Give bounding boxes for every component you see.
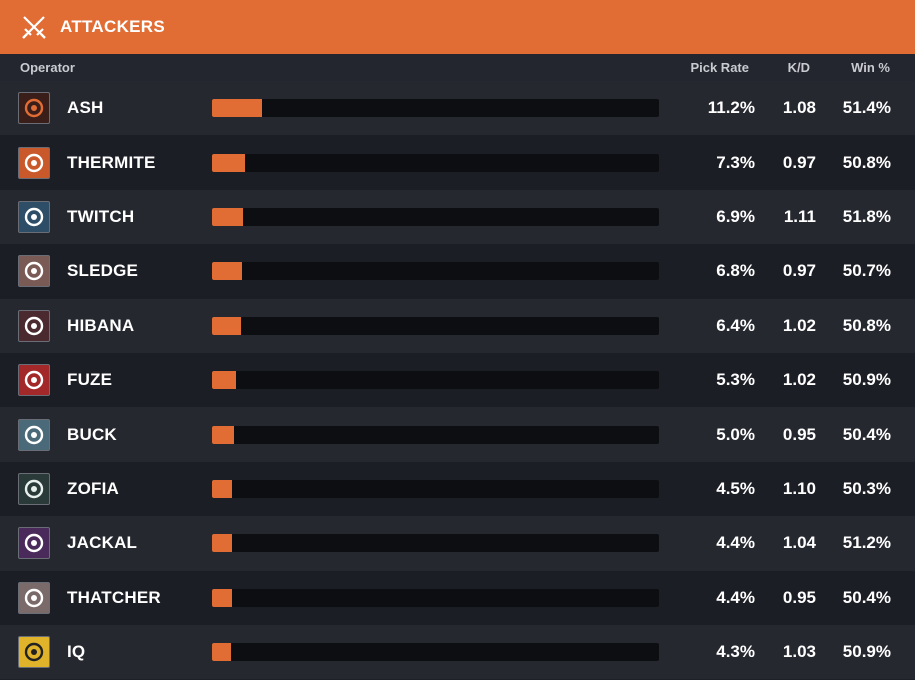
zofia-icon — [18, 472, 50, 505]
table-row[interactable]: SLEDGE 6.8% 0.97 50.7% — [0, 244, 915, 299]
operator-name: ASH — [67, 98, 104, 118]
operator-name: ZOFIA — [67, 478, 119, 498]
pick-rate-bar-fill — [212, 207, 243, 226]
win-rate-value: 51.4% — [842, 98, 891, 118]
pick-rate-bar-fill — [212, 316, 241, 335]
table-row[interactable]: JACKAL 4.4% 1.04 51.2% — [0, 516, 915, 571]
pick-rate-bar — [212, 99, 659, 118]
table-row[interactable]: BUCK 5.0% 0.95 50.4% — [0, 407, 915, 462]
operator-name: IQ — [67, 642, 86, 662]
twitch-icon — [18, 200, 50, 233]
pick-rate-value: 4.5% — [716, 478, 755, 498]
column-header-win[interactable]: Win % — [851, 60, 890, 75]
pick-rate-bar — [212, 153, 659, 172]
pick-rate-bar-fill — [212, 534, 232, 553]
pick-rate-bar — [212, 588, 659, 607]
pick-rate-bar-fill — [212, 262, 243, 281]
column-header-kd[interactable]: K/D — [787, 60, 810, 75]
kd-value: 1.02 — [782, 315, 816, 335]
pick-rate-bar-fill — [212, 643, 232, 662]
buck-icon — [18, 418, 50, 451]
pick-rate-bar — [212, 262, 659, 281]
operator-name: THATCHER — [67, 587, 161, 607]
iq-icon — [18, 636, 50, 669]
win-rate-value: 50.8% — [842, 315, 891, 335]
win-rate-value: 50.8% — [842, 152, 891, 172]
win-rate-value: 51.8% — [842, 206, 891, 226]
crossed-swords-icon — [20, 13, 48, 41]
pick-rate-bar — [212, 643, 659, 662]
jackal-icon — [18, 527, 50, 560]
kd-value: 0.97 — [782, 261, 816, 281]
kd-value: 1.11 — [783, 206, 816, 226]
pick-rate-bar-fill — [212, 153, 245, 172]
pick-rate-bar-fill — [212, 588, 232, 607]
operator-name: THERMITE — [67, 152, 156, 172]
operator-name: BUCK — [67, 424, 117, 444]
column-header-operator[interactable]: Operator — [20, 60, 75, 75]
pick-rate-value: 5.3% — [716, 370, 755, 390]
attackers-header: ATTACKERS — [0, 0, 915, 54]
pick-rate-bar — [212, 534, 659, 553]
table-row[interactable]: HIBANA 6.4% 1.02 50.8% — [0, 298, 915, 353]
table-row[interactable]: TWITCH 6.9% 1.11 51.8% — [0, 189, 915, 245]
kd-value: 0.97 — [782, 152, 816, 172]
pick-rate-bar-fill — [212, 371, 236, 390]
win-rate-value: 50.4% — [842, 424, 891, 444]
win-rate-value: 50.7% — [842, 261, 891, 281]
pick-rate-value: 11.2% — [707, 98, 755, 118]
kd-value: 0.95 — [782, 424, 816, 444]
table-row[interactable]: FUZE 5.3% 1.02 50.9% — [0, 352, 915, 408]
kd-value: 1.04 — [782, 533, 816, 553]
pick-rate-bar-fill — [212, 99, 263, 118]
operator-name: JACKAL — [67, 533, 138, 553]
column-headers: Operator Pick Rate K/D Win % — [0, 54, 915, 81]
table-row[interactable]: THATCHER 4.4% 0.95 50.4% — [0, 570, 915, 625]
win-rate-value: 51.2% — [842, 533, 891, 553]
operator-name: HIBANA — [67, 315, 135, 335]
table-row[interactable]: ASH 11.2% 1.08 51.4% — [0, 81, 915, 136]
operator-name: SLEDGE — [67, 261, 139, 281]
kd-value: 1.02 — [782, 370, 816, 390]
fuze-icon — [18, 364, 50, 397]
pick-rate-bar-fill — [212, 425, 235, 444]
kd-value: 1.03 — [782, 642, 816, 662]
win-rate-value: 50.9% — [842, 370, 891, 390]
pick-rate-value: 4.4% — [716, 533, 755, 553]
kd-value: 0.95 — [782, 587, 816, 607]
pick-rate-value: 7.3% — [716, 152, 755, 172]
kd-value: 1.08 — [782, 98, 816, 118]
column-header-pick-rate[interactable]: Pick Rate — [690, 60, 749, 75]
page-title: ATTACKERS — [60, 17, 166, 36]
pick-rate-bar-fill — [212, 479, 233, 498]
hibana-icon — [18, 309, 50, 342]
win-rate-value: 50.4% — [842, 587, 891, 607]
operator-list: ASH 11.2% 1.08 51.4% THERMITE 7.3% 0.97 50.8% TW… — [0, 81, 915, 680]
pick-rate-bar — [212, 425, 659, 444]
thermite-icon — [18, 146, 50, 179]
sledge-icon — [18, 255, 50, 288]
pick-rate-value: 6.4% — [716, 315, 755, 335]
thatcher-icon — [18, 581, 50, 614]
ash-icon — [18, 92, 50, 125]
pick-rate-value: 6.8% — [716, 261, 755, 281]
operator-name: TWITCH — [67, 206, 135, 226]
win-rate-value: 50.3% — [842, 478, 891, 498]
pick-rate-value: 5.0% — [716, 424, 755, 444]
table-row[interactable]: THERMITE 7.3% 0.97 50.8% — [0, 135, 915, 190]
pick-rate-bar — [212, 479, 659, 498]
table-row[interactable]: ZOFIA 4.5% 1.10 50.3% — [0, 461, 915, 517]
pick-rate-bar — [212, 371, 659, 390]
pick-rate-bar — [212, 316, 659, 335]
pick-rate-value: 4.3% — [716, 642, 755, 662]
pick-rate-value: 6.9% — [716, 206, 755, 226]
pick-rate-bar — [212, 207, 659, 226]
table-row[interactable]: IQ 4.3% 1.03 50.9% — [0, 624, 915, 680]
kd-value: 1.10 — [782, 478, 816, 498]
pick-rate-value: 4.4% — [716, 587, 755, 607]
win-rate-value: 50.9% — [842, 642, 891, 662]
operator-name: FUZE — [67, 370, 113, 390]
